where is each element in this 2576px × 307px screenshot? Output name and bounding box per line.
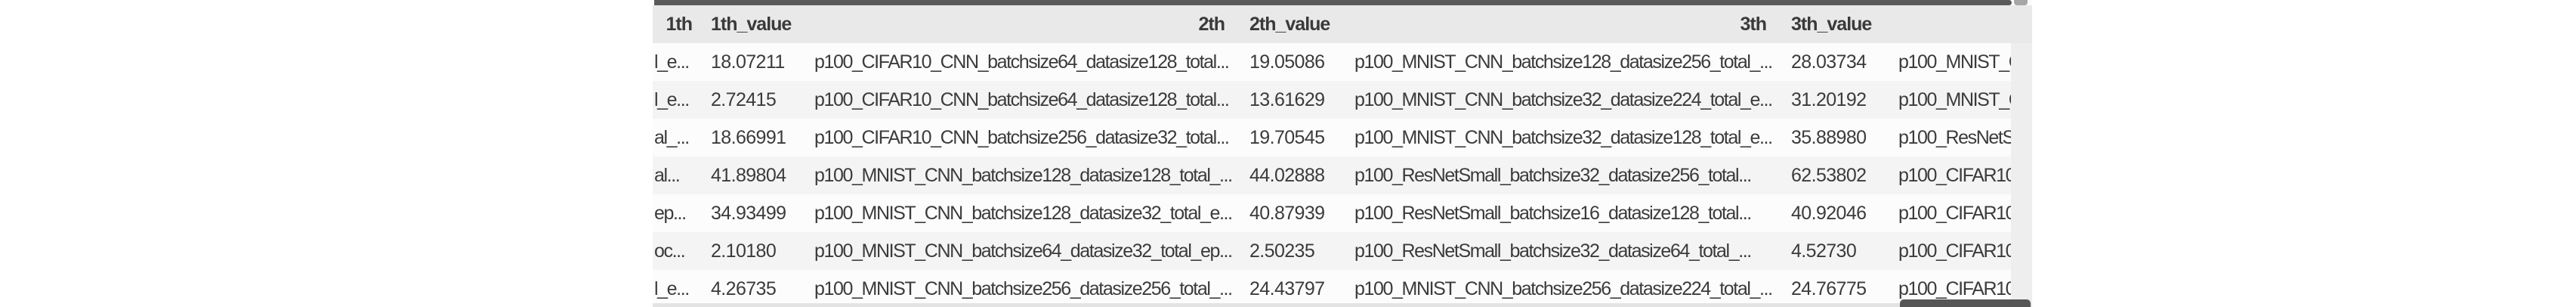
cell-1th-value[interactable]: 4.26735 [711,278,777,299]
vertical-scrollbar-track[interactable] [2011,43,2032,307]
cell-4th[interactable]: p100_CIFAR10_ [1898,203,2011,224]
cell-2th-value[interactable]: 44.02888 [1249,165,1325,186]
cell-4th[interactable]: p100_CIFAR10_ [1898,278,2011,299]
cell-3th[interactable]: p100_MNIST_CNN_batchsize256_datasize224_… [1354,278,1773,299]
vertical-scrollbar-cap-top[interactable] [2014,0,2028,5]
table-row[interactable]: l_e... 18.07211 p100_CIFAR10_CNN_batchsi… [653,43,2032,81]
cell-1th-value[interactable]: 41.89804 [711,165,786,186]
column-header-3th-value[interactable]: 3th_value [1791,14,1872,35]
cell-2th-value[interactable]: 19.70545 [1249,127,1325,148]
table-row[interactable]: ep... 34.93499 p100_MNIST_CNN_batchsize1… [653,194,2032,232]
table-row[interactable]: al_... 18.66991 p100_CIFAR10_CNN_batchsi… [653,119,2032,157]
table-row[interactable]: al... 41.89804 p100_MNIST_CNN_batchsize1… [653,157,2032,194]
cell-1th[interactable]: l_e... [654,89,690,110]
cell-2th[interactable]: p100_MNIST_CNN_batchsize256_datasize256_… [814,278,1233,299]
cell-3th-value[interactable]: 28.03734 [1791,51,1867,73]
dataframe-grid[interactable]: 1th 1th_value 2th 2th_value 3th 3th_valu… [653,0,2032,307]
table-header: 1th 1th_value 2th 2th_value 3th 3th_valu… [653,5,2032,43]
cell-3th-value[interactable]: 62.53802 [1791,165,1867,186]
column-header-1th-value[interactable]: 1th_value [711,14,792,35]
cell-3th[interactable]: p100_ResNetSmall_batchsize32_datasize256… [1354,165,1752,186]
cell-3th-value[interactable]: 40.92046 [1791,203,1867,224]
cell-3th-value[interactable]: 31.20192 [1791,89,1867,110]
cell-1th[interactable]: l_e... [654,278,690,299]
cell-4th[interactable]: p100_CIFAR10_ [1898,240,2011,262]
cell-1th-value[interactable]: 18.66991 [711,127,786,148]
cell-3th[interactable]: p100_ResNetSmall_batchsize32_datasize64_… [1354,240,1752,262]
horizontal-scrollbar-track[interactable] [653,303,2032,307]
cell-1th-value[interactable]: 18.07211 [711,51,785,73]
cell-3th-value[interactable]: 35.88980 [1791,127,1867,148]
cell-2th[interactable]: p100_MNIST_CNN_batchsize128_datasize32_t… [814,203,1233,224]
cell-1th[interactable]: ep... [654,203,687,224]
cell-1th-value[interactable]: 2.72415 [711,89,777,110]
cell-3th[interactable]: p100_ResNetSmall_batchsize16_datasize128… [1354,203,1752,224]
cell-4th[interactable]: p100_MNIST_C [1898,89,2011,110]
cell-4th[interactable]: p100_CIFAR10_ [1898,165,2011,186]
column-header-1th[interactable]: 1th [666,14,693,35]
cell-2th[interactable]: p100_CIFAR10_CNN_batchsize256_datasize32… [814,127,1230,148]
horizontal-scrollbar-thumb-top[interactable] [654,0,2012,5]
table-row[interactable]: l_e... 2.72415 p100_CIFAR10_CNN_batchsiz… [653,81,2032,119]
cell-2th-value[interactable]: 2.50235 [1249,240,1315,262]
table-row[interactable]: l_e... 4.26735 p100_MNIST_CNN_batchsize2… [653,270,2032,307]
cell-4th[interactable]: p100_ResNetS [1898,127,2011,148]
cell-1th[interactable]: al... [654,165,681,186]
column-header-3th[interactable]: 3th [1740,14,1768,35]
cell-3th[interactable]: p100_MNIST_CNN_batchsize32_datasize128_t… [1354,127,1773,148]
cell-2th-value[interactable]: 19.05086 [1249,51,1325,73]
cell-1th[interactable]: al_... [654,127,690,148]
cell-2th[interactable]: p100_MNIST_CNN_batchsize128_datasize128_… [814,165,1233,186]
cell-3th[interactable]: p100_MNIST_CNN_batchsize128_datasize256_… [1354,51,1773,73]
cell-4th[interactable]: p100_MNIST_C [1898,51,2011,73]
column-header-2th-value[interactable]: 2th_value [1249,14,1330,35]
horizontal-scrollbar-thumb[interactable] [1900,299,2031,307]
cell-3th-value[interactable]: 24.76775 [1791,278,1867,299]
cell-1th[interactable]: oc... [654,240,686,262]
cell-1th-value[interactable]: 2.10180 [711,240,777,262]
cell-2th[interactable]: p100_CIFAR10_CNN_batchsize64_datasize128… [814,89,1230,110]
cell-3th-value[interactable]: 4.52730 [1791,240,1857,262]
cell-2th[interactable]: p100_MNIST_CNN_batchsize64_datasize32_to… [814,240,1233,262]
cell-2th-value[interactable]: 40.87939 [1249,203,1325,224]
cell-2th[interactable]: p100_CIFAR10_CNN_batchsize64_datasize128… [814,51,1230,73]
column-header-2th[interactable]: 2th [1198,14,1226,35]
cell-1th[interactable]: l_e... [654,51,690,73]
cell-2th-value[interactable]: 13.61629 [1249,89,1325,110]
cell-2th-value[interactable]: 24.43797 [1249,278,1325,299]
cell-1th-value[interactable]: 34.93499 [711,203,786,224]
table-row[interactable]: oc... 2.10180 p100_MNIST_CNN_batchsize64… [653,232,2032,270]
cell-3th[interactable]: p100_MNIST_CNN_batchsize32_datasize224_t… [1354,89,1773,110]
